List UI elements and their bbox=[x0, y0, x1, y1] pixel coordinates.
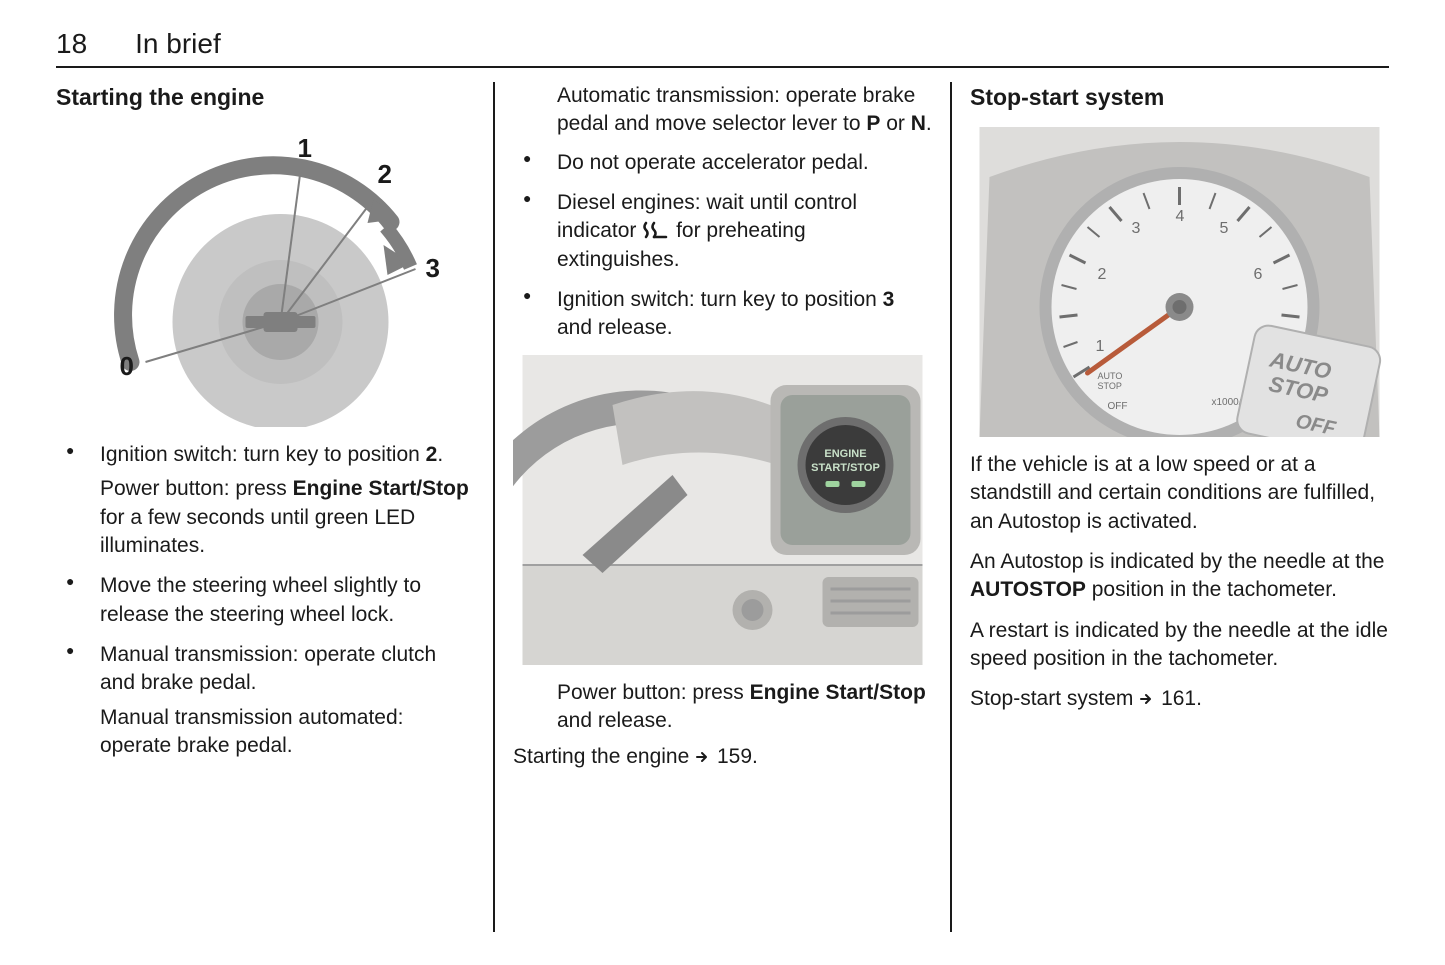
reference-arrow-icon bbox=[695, 749, 711, 765]
three-column-layout: Starting the engine 0 1 2 3 bbox=[56, 82, 1389, 932]
bullet-text: Move the steering wheel slightly to rele… bbox=[100, 572, 475, 629]
tacho-num: 4 bbox=[1176, 208, 1185, 225]
bullet-text: Manual transmission automated: operate b… bbox=[100, 704, 475, 761]
list-item: Do not operate accelerator pedal. bbox=[513, 149, 932, 177]
reference-arrow-icon bbox=[1139, 691, 1155, 707]
bullet-text: Manual transmission: operate clutch and … bbox=[100, 641, 475, 698]
preheat-icon bbox=[642, 220, 670, 240]
heading-starting-engine: Starting the engine bbox=[56, 82, 475, 113]
tacho-num: 5 bbox=[1220, 220, 1229, 237]
ignition-pos-1: 1 bbox=[298, 133, 312, 163]
bullet-text: Diesel engines: wait until control indic… bbox=[557, 189, 932, 274]
tacho-num: 3 bbox=[1132, 220, 1141, 237]
tacho-small-stop: STOP bbox=[1098, 381, 1122, 391]
page-number: 18 bbox=[56, 28, 87, 60]
column-3: Stop-start system bbox=[952, 82, 1389, 932]
list-item: Manual transmission: operate clutch and … bbox=[56, 641, 475, 760]
bullet-text: Ignition switch: turn key to position 3 … bbox=[557, 286, 932, 343]
start-button-label-2: START/STOP bbox=[811, 462, 880, 474]
ignition-switch-diagram: 0 1 2 3 bbox=[56, 127, 475, 427]
list-item: Ignition switch: turn key to position 3 … bbox=[513, 286, 932, 343]
bullet-text: Do not operate accelerator pedal. bbox=[557, 149, 932, 177]
col1-bullet-list: Ignition switch: turn key to position 2.… bbox=[56, 441, 475, 760]
list-item: Ignition switch: turn key to position 2.… bbox=[56, 441, 475, 560]
ignition-pos-0: 0 bbox=[120, 351, 134, 381]
tacho-num: 1 bbox=[1096, 338, 1105, 355]
tacho-num: 6 bbox=[1254, 266, 1263, 283]
paragraph: A restart is indicated by the needle at … bbox=[970, 617, 1389, 674]
start-button-label-1: ENGINE bbox=[824, 448, 866, 460]
cross-reference: Stop-start system 161. bbox=[970, 685, 1389, 713]
tacho-num: 2 bbox=[1098, 266, 1107, 283]
paragraph: An Autostop is indicated by the needle a… bbox=[970, 548, 1389, 605]
bullet-text: Ignition switch: turn key to position 2. bbox=[100, 441, 475, 469]
ignition-pos-2: 2 bbox=[378, 159, 392, 189]
paragraph: If the vehicle is at a low speed or at a… bbox=[970, 451, 1389, 536]
figure-caption: Power button: press Engine Start/Stop an… bbox=[513, 679, 932, 736]
bullet-text: Power button: press Engine Start/Stop fo… bbox=[100, 475, 475, 560]
list-item: Diesel engines: wait until control indic… bbox=[513, 189, 932, 274]
list-item: Move the steering wheel slightly to rele… bbox=[56, 572, 475, 629]
ignition-pos-3: 3 bbox=[426, 253, 440, 283]
cross-reference: Starting the engine 159. bbox=[513, 743, 932, 771]
column-1: Starting the engine 0 1 2 3 bbox=[56, 82, 493, 932]
tacho-small-off: OFF bbox=[1108, 401, 1128, 412]
tachometer-autostop-diagram: 1 2 3 4 5 6 7 AUTO STOP OFF x1000/min AU… bbox=[970, 127, 1389, 437]
heading-stop-start: Stop-start system bbox=[970, 82, 1389, 113]
tacho-small-auto: AUTO bbox=[1098, 371, 1123, 381]
dashboard-start-button-diagram: ENGINE START/STOP bbox=[513, 355, 932, 665]
continuation-text: Automatic transmission: operate brake pe… bbox=[513, 82, 932, 139]
page-section-title: In brief bbox=[135, 28, 221, 60]
col2-bullet-list: Do not operate accelerator pedal. Diesel… bbox=[513, 149, 932, 343]
column-2: Automatic transmission: operate brake pe… bbox=[495, 82, 950, 932]
page-header: 18 In brief bbox=[56, 28, 1389, 68]
